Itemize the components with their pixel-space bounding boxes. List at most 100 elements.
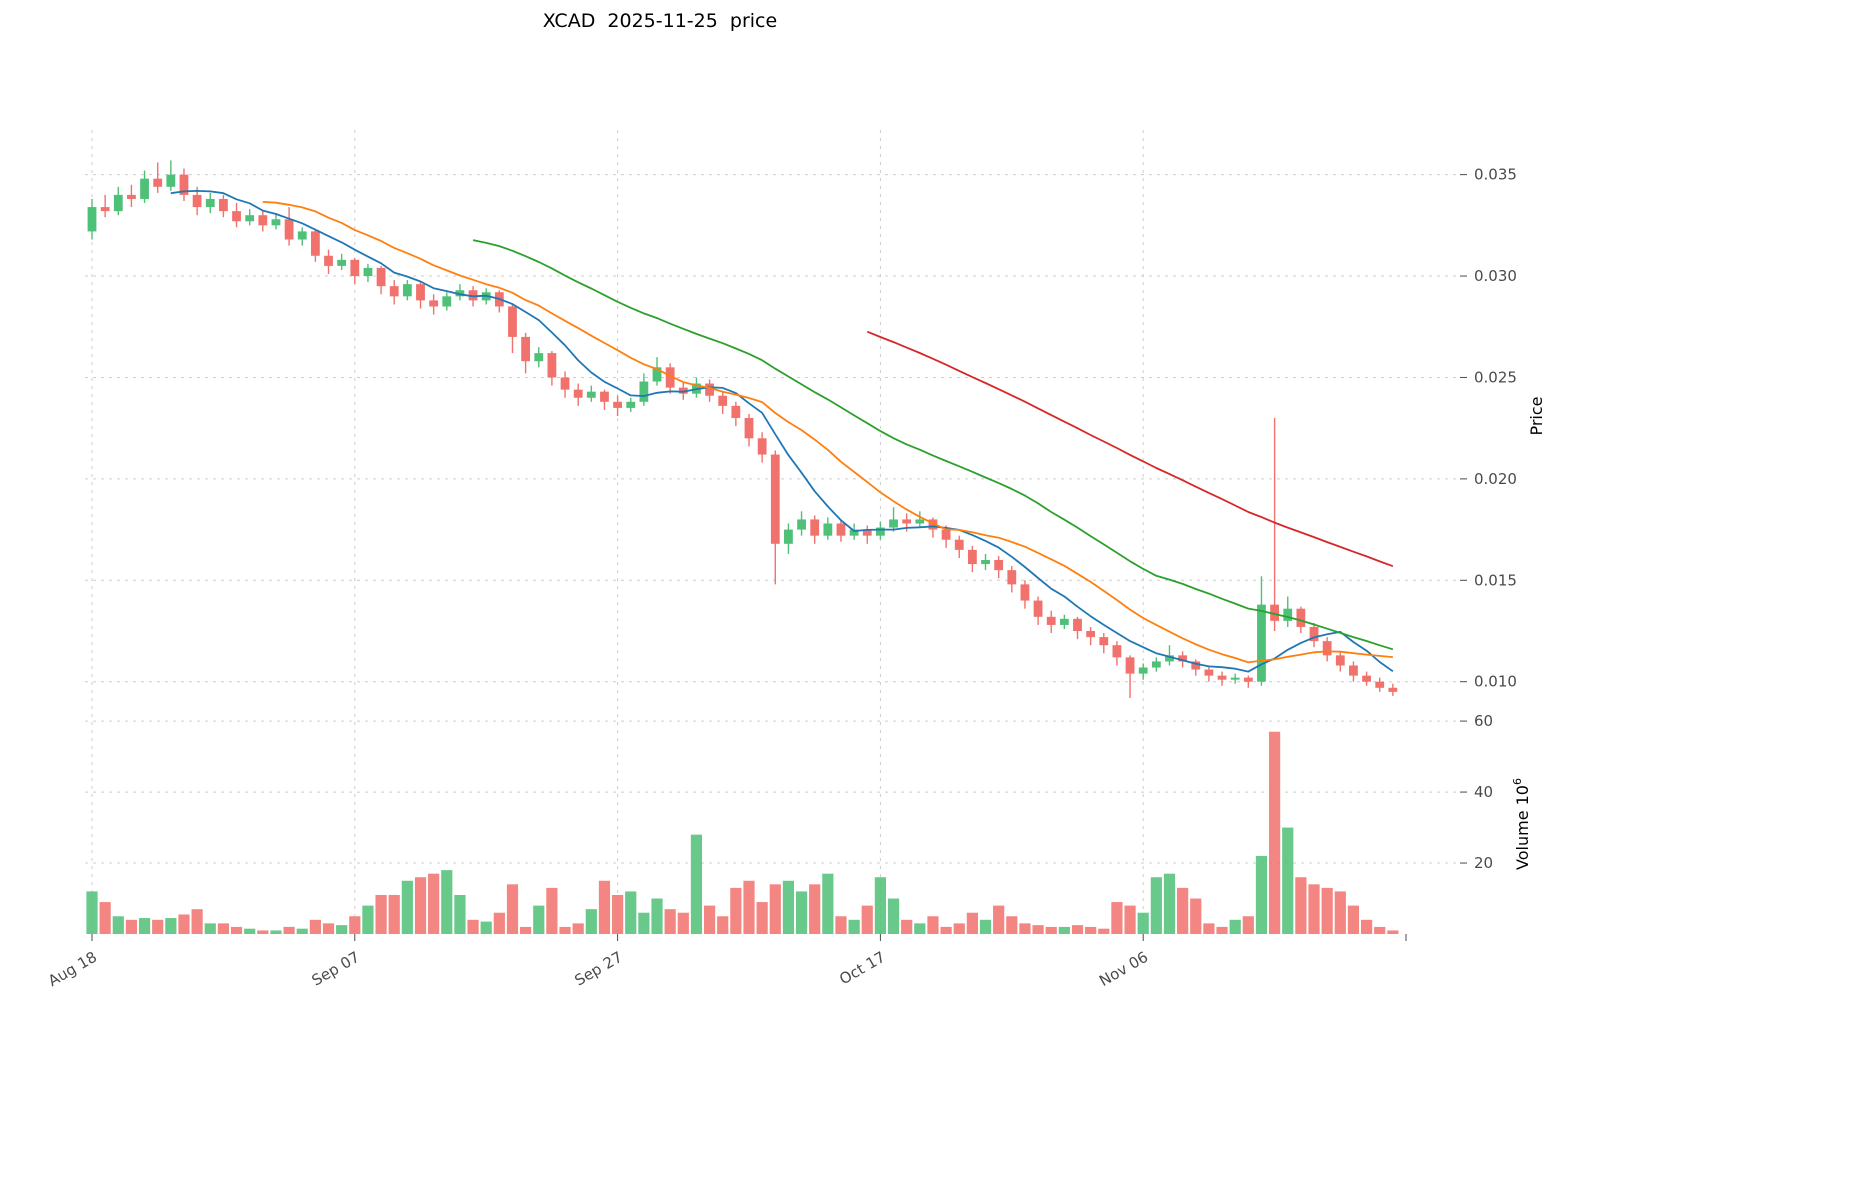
price-tick-label: 0.020	[1474, 470, 1517, 488]
candle-body	[889, 519, 898, 528]
volume-bar	[1242, 916, 1254, 934]
volume-bar	[979, 919, 992, 934]
candle-body	[652, 367, 662, 382]
volume-bar	[585, 909, 597, 934]
candle-body	[678, 387, 688, 394]
candle-body	[468, 290, 478, 301]
axis-ticks-and-labels: 0.010 0.015 0.020 0.025 0.030 0.035 20 40 60 Aug …	[45, 166, 1546, 990]
volume-bar	[178, 914, 190, 934]
candle-body	[1138, 667, 1148, 674]
volume-bar	[244, 928, 256, 934]
candle-body	[1165, 655, 1174, 662]
grid-lines	[85, 130, 1460, 934]
volume-bar	[1111, 902, 1123, 934]
volume-bar	[388, 894, 400, 934]
volume-bar	[322, 923, 335, 934]
volume-bar	[559, 926, 571, 934]
candle-body	[1283, 608, 1293, 621]
candle-body	[836, 523, 846, 536]
volume-bar	[874, 877, 886, 934]
volume-bar	[940, 926, 952, 934]
candle-body	[981, 560, 990, 565]
candle-body	[1362, 675, 1371, 682]
volume-bar	[1006, 916, 1018, 934]
volume-bar	[769, 884, 781, 934]
volume-bar	[848, 919, 860, 934]
volume-bar	[138, 918, 151, 934]
volume-bar	[572, 923, 584, 934]
volume-bar	[1334, 891, 1346, 934]
candle-body	[928, 519, 938, 530]
candle-body	[534, 353, 544, 362]
candle-body	[626, 401, 636, 408]
volume-bar	[336, 925, 348, 934]
candle-body	[508, 306, 517, 337]
ma-line-ma-fast	[170, 189, 1394, 673]
candle-body	[862, 529, 872, 536]
volume-bar	[165, 918, 177, 934]
price-axis-title: Price	[1527, 396, 1546, 435]
volume-bar	[1163, 873, 1176, 934]
candle-body	[192, 194, 202, 208]
volume-bar	[217, 923, 229, 934]
date-tick-label: Oct 17	[836, 948, 888, 988]
volume-bar	[822, 873, 834, 934]
candle-body	[744, 418, 754, 439]
volume-bar	[1137, 912, 1149, 934]
candle-body	[849, 529, 859, 536]
candle-body	[429, 300, 439, 307]
moving-averages	[170, 189, 1394, 673]
volume-bar	[270, 930, 282, 934]
volume-bar	[204, 923, 216, 934]
volume-bar	[1190, 898, 1202, 934]
date-tick-label: Nov 06	[1096, 948, 1151, 990]
volume-bar	[375, 894, 387, 934]
volume-bar	[1387, 930, 1399, 934]
candle-body	[757, 438, 767, 455]
volume-bar	[283, 926, 295, 934]
volume-bar	[1321, 887, 1333, 934]
candle-body	[127, 194, 136, 199]
volume-bar	[1150, 877, 1162, 934]
candle-body	[613, 401, 622, 408]
volume-bar	[467, 919, 479, 934]
volume-bar	[1269, 731, 1281, 934]
volume-bar	[743, 880, 755, 934]
volume-bar	[506, 884, 519, 934]
candle-body	[271, 219, 281, 226]
candle-body	[784, 529, 793, 544]
candle-body	[705, 383, 714, 396]
volume-bar	[1282, 827, 1294, 934]
volume-bar	[861, 905, 873, 934]
candle-body	[363, 267, 373, 277]
candle-body	[731, 405, 741, 419]
price-tick-label: 0.030	[1474, 267, 1517, 285]
volume-bar	[809, 884, 821, 934]
candle-body	[823, 523, 833, 536]
volume-bar	[835, 916, 847, 934]
volume-bar	[1360, 919, 1373, 934]
candle-body	[166, 174, 176, 187]
candle-body	[310, 231, 320, 256]
candle-body	[1270, 604, 1279, 621]
candle-body	[100, 207, 110, 212]
candle-body	[1086, 631, 1096, 638]
candle-body	[665, 367, 675, 388]
volume-bar	[690, 834, 703, 934]
volume-bar	[966, 912, 978, 934]
volume-bar	[296, 928, 308, 934]
candle-body	[350, 259, 360, 277]
volume-bar	[756, 902, 768, 934]
candle-body	[915, 519, 925, 524]
volume-bar	[520, 926, 532, 934]
candle-body	[967, 549, 977, 565]
chart-title: XCAD 2025-11-25 price	[542, 10, 778, 32]
volume-bar	[927, 916, 939, 934]
ma-line-ma-long	[866, 330, 1394, 568]
volume-bar	[625, 891, 637, 934]
candle-body	[1243, 677, 1253, 682]
candle-body	[284, 219, 294, 240]
volume-axis-title: Volume 106	[1511, 778, 1532, 870]
candle-body	[258, 215, 268, 226]
volume-bar	[677, 912, 689, 934]
